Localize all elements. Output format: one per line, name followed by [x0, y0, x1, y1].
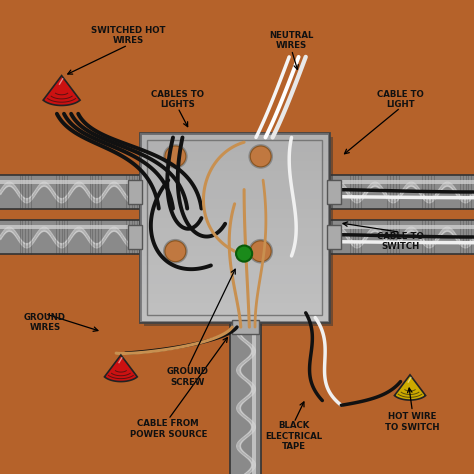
Text: CABLES TO
LIGHTS: CABLES TO LIGHTS [151, 90, 204, 109]
Text: NEUTRAL
WIRES: NEUTRAL WIRES [269, 31, 314, 50]
Bar [253, 322, 256, 474]
Bar [140, 161, 329, 171]
Circle shape [165, 241, 186, 262]
Bar [0, 209, 474, 254]
Bar [140, 246, 329, 256]
Bar [327, 180, 341, 204]
Bar [140, 228, 329, 237]
Bar [140, 256, 329, 265]
Bar [0, 225, 140, 229]
Text: CABLE TO
SWITCH: CABLE TO SWITCH [377, 232, 424, 251]
Text: SWITCHED HOT
WIRES: SWITCHED HOT WIRES [91, 26, 165, 45]
Polygon shape [394, 375, 426, 400]
Polygon shape [104, 355, 137, 382]
Bar [140, 180, 329, 190]
Bar [128, 180, 142, 204]
Text: BLACK
ELECTRICAL
TAPE: BLACK ELECTRICAL TAPE [265, 421, 322, 451]
Bar [144, 137, 333, 326]
Text: HOT WIRE
TO SWITCH: HOT WIRE TO SWITCH [385, 412, 439, 431]
Bar [140, 152, 329, 161]
Bar [140, 199, 329, 209]
Bar [232, 320, 259, 334]
Circle shape [163, 239, 188, 264]
Circle shape [250, 146, 271, 167]
Circle shape [250, 241, 271, 262]
Bar [329, 220, 474, 254]
Bar [0, 175, 140, 209]
Circle shape [248, 239, 273, 264]
Bar [140, 209, 329, 218]
Text: CABLE TO
LIGHT: CABLE TO LIGHT [377, 90, 424, 109]
Bar [140, 171, 329, 180]
Bar [128, 225, 142, 249]
Text: GROUND
SCREW: GROUND SCREW [166, 367, 208, 386]
Text: GROUND
WIRES: GROUND WIRES [24, 313, 66, 332]
Bar [140, 190, 329, 199]
Bar [140, 284, 329, 294]
Circle shape [165, 146, 186, 167]
Bar [140, 303, 329, 313]
Bar [140, 265, 329, 275]
Bar [230, 322, 261, 474]
Bar [329, 180, 474, 184]
Bar [329, 175, 474, 209]
Polygon shape [43, 76, 80, 105]
Text: CABLE FROM
POWER SOURCE: CABLE FROM POWER SOURCE [129, 419, 207, 438]
Bar [140, 294, 329, 303]
Bar [140, 133, 329, 142]
Bar [329, 225, 474, 229]
Bar [140, 133, 329, 322]
Circle shape [248, 144, 273, 169]
Circle shape [236, 246, 252, 262]
Bar [327, 225, 341, 249]
Bar [140, 275, 329, 284]
Bar [147, 140, 322, 315]
Bar [140, 218, 329, 228]
Bar [140, 237, 329, 246]
Bar [140, 313, 329, 322]
Bar [0, 220, 140, 254]
Circle shape [163, 144, 188, 169]
Bar [0, 180, 140, 184]
Bar [140, 142, 329, 152]
